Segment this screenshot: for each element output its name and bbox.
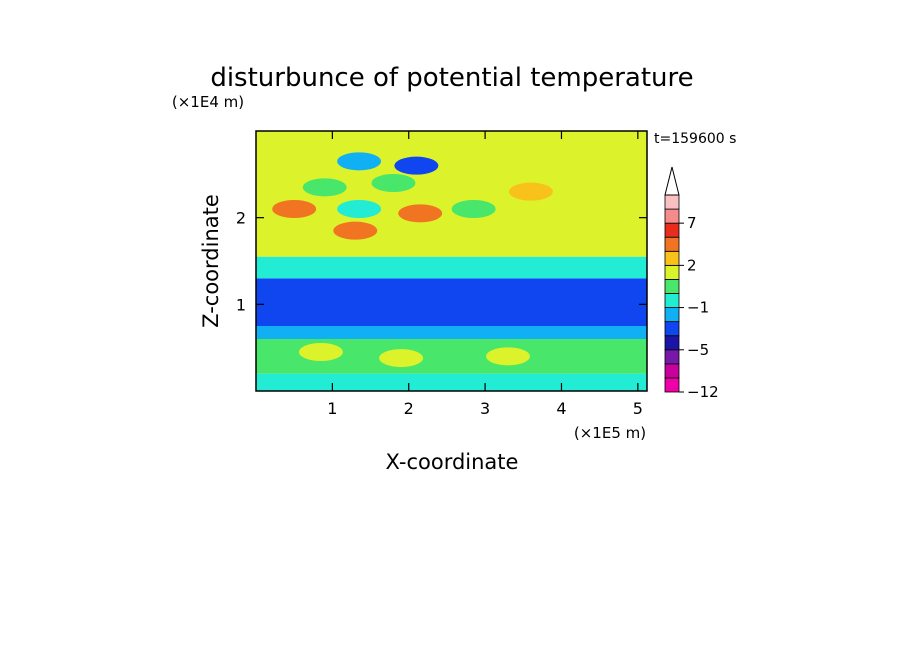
colorbar-label-4: −12 — [687, 383, 719, 401]
colorbar-swatch-1 — [664, 363, 680, 379]
colorbar-label-2: −1 — [687, 299, 709, 317]
x-tick-label-4: 4 — [556, 399, 566, 418]
field-anomaly-11 — [379, 349, 424, 368]
chart-title: disturbunce of potential temperature — [210, 63, 693, 93]
field-anomaly-0 — [272, 200, 317, 218]
colorbar-swatch-7 — [664, 279, 680, 294]
field-layer-0 — [256, 373, 647, 391]
colorbar-swatch-2 — [664, 349, 680, 365]
field-anomaly-6 — [337, 200, 382, 218]
x-tick-label-1: 1 — [327, 399, 337, 418]
y-tick-label-1: 1 — [236, 295, 246, 314]
colorbar-swatch-10 — [664, 236, 680, 252]
colorbar-label-3: −5 — [687, 341, 709, 359]
x-axis-unit: (×1E5 m) — [574, 424, 646, 442]
field-anomaly-4 — [394, 156, 439, 175]
field-layer-2 — [256, 326, 647, 339]
potential-temperature-field — [256, 131, 647, 391]
x-axis: 1 2 3 4 5 — [327, 131, 643, 418]
y-axis-label: Z-coordinate — [199, 194, 223, 328]
x-tick-label-3: 3 — [480, 399, 490, 418]
plot-frame — [255, 130, 648, 392]
field-anomaly-3 — [508, 182, 553, 201]
y-axis-unit: (×1E4 m) — [172, 93, 244, 111]
y-tick-label-2: 2 — [236, 209, 246, 228]
colorbar-label-1: 2 — [687, 256, 697, 274]
colorbar-extend-arrow — [664, 166, 680, 196]
colorbar-swatch-6 — [664, 293, 680, 308]
colorbar-swatch-9 — [664, 250, 680, 266]
field-layer-3 — [256, 278, 647, 326]
field-anomaly-12 — [486, 347, 531, 366]
x-tick-label-5: 5 — [633, 399, 643, 418]
colorbar-swatch-11 — [664, 222, 680, 238]
field-anomaly-5 — [337, 152, 382, 171]
field-anomaly-2 — [398, 204, 443, 223]
field-anomaly-8 — [371, 174, 416, 192]
colorbar-swatch-0 — [664, 377, 680, 393]
colorbar-swatch-4 — [664, 321, 680, 337]
field-anomaly-1 — [333, 221, 378, 240]
colorbar-swatch-3 — [664, 335, 680, 351]
x-tick-label-2: 2 — [404, 399, 414, 418]
colorbar-swatch-12 — [664, 208, 680, 224]
colorbar-swatch-13 — [664, 194, 680, 210]
x-axis-label: X-coordinate — [386, 450, 519, 474]
colorbar-swatch-8 — [664, 264, 680, 280]
colorbar-label-0: 7 — [687, 214, 697, 232]
field-anomaly-7 — [302, 178, 347, 197]
colorbar-swatch-5 — [664, 307, 680, 323]
field-anomaly-10 — [298, 343, 343, 361]
y-axis: 12 — [236, 209, 647, 314]
colorbar: 7 2 −1 −5 −12 — [664, 166, 719, 401]
field-layer-4 — [256, 256, 647, 279]
time-label: t=159600 s — [654, 131, 736, 147]
field-anomaly-9 — [451, 200, 496, 218]
